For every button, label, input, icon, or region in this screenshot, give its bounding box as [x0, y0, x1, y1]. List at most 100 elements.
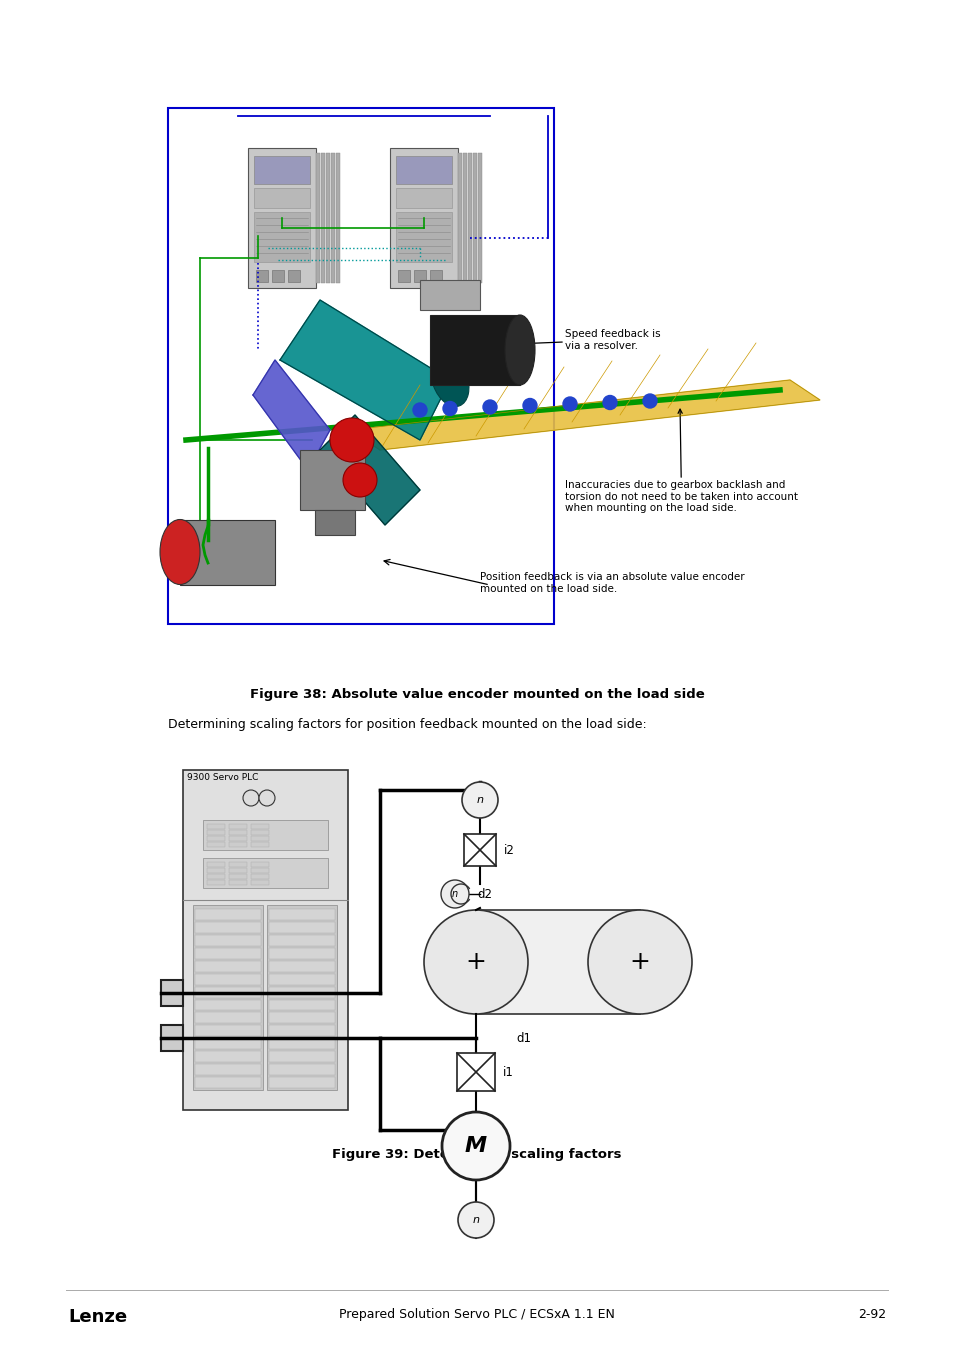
Bar [477, 153, 481, 284]
Circle shape [587, 910, 691, 1014]
Circle shape [602, 396, 617, 409]
Bar [229, 863, 247, 867]
Bar [194, 909, 261, 919]
Text: n: n [472, 1215, 479, 1224]
Bar [456, 1053, 495, 1091]
Bar [229, 880, 247, 886]
Polygon shape [350, 379, 820, 450]
Bar [288, 270, 299, 282]
Bar [251, 842, 269, 846]
Bar [207, 873, 225, 879]
Bar [251, 836, 269, 841]
Bar [269, 1026, 335, 1037]
Bar [194, 934, 261, 946]
Ellipse shape [431, 354, 469, 406]
Bar [193, 904, 263, 1089]
Text: Figure 38: Absolute value encoder mounted on the load side: Figure 38: Absolute value encoder mounte… [250, 688, 703, 701]
Bar [326, 153, 330, 284]
Bar [269, 999, 335, 1010]
Bar [269, 1064, 335, 1075]
Polygon shape [319, 414, 419, 525]
Bar [229, 868, 247, 873]
Bar [251, 873, 269, 879]
Bar [320, 153, 325, 284]
Bar [315, 153, 319, 284]
Bar [267, 904, 336, 1089]
Bar [194, 1038, 261, 1049]
Bar [269, 1077, 335, 1088]
Bar [161, 1025, 183, 1052]
Bar [468, 153, 472, 284]
Bar [331, 153, 335, 284]
Text: i2: i2 [503, 844, 515, 856]
Circle shape [457, 1202, 494, 1238]
Text: +: + [629, 950, 650, 973]
Circle shape [440, 880, 469, 909]
Circle shape [442, 401, 456, 416]
Bar [194, 1077, 261, 1088]
Bar [229, 836, 247, 841]
Bar [207, 868, 225, 873]
Ellipse shape [160, 520, 200, 585]
Bar [207, 830, 225, 836]
Circle shape [522, 398, 537, 413]
Circle shape [413, 404, 427, 417]
Bar [255, 270, 268, 282]
Bar [194, 1064, 261, 1075]
Bar [269, 934, 335, 946]
Bar [229, 873, 247, 879]
Bar [253, 212, 310, 262]
Polygon shape [280, 300, 450, 440]
Bar [269, 961, 335, 972]
Bar [457, 153, 461, 284]
Bar [269, 973, 335, 984]
Bar [251, 863, 269, 867]
Bar [473, 153, 476, 284]
Circle shape [441, 1112, 510, 1180]
Bar [269, 909, 335, 919]
Bar [395, 188, 452, 208]
Circle shape [482, 400, 497, 414]
Bar [183, 769, 348, 1110]
Circle shape [343, 463, 376, 497]
Polygon shape [253, 360, 330, 470]
Bar [207, 824, 225, 829]
Text: n: n [476, 795, 483, 805]
Bar [194, 999, 261, 1010]
Bar [251, 880, 269, 886]
Bar [251, 830, 269, 836]
Text: Prepared Solution Servo PLC / ECSxA 1.1 EN: Prepared Solution Servo PLC / ECSxA 1.1 … [338, 1308, 615, 1322]
Bar [180, 520, 274, 585]
Circle shape [423, 910, 527, 1014]
Bar [397, 270, 410, 282]
Bar [207, 863, 225, 867]
Bar [269, 948, 335, 958]
Text: Figure 39: Determining scaling factors: Figure 39: Determining scaling factors [332, 1148, 621, 1161]
Text: Inaccuracies due to gearbox backlash and
torsion do not need to be taken into ac: Inaccuracies due to gearbox backlash and… [564, 409, 797, 513]
Text: Determining scaling factors for position feedback mounted on the load side:: Determining scaling factors for position… [168, 718, 646, 730]
Bar [269, 1052, 335, 1062]
Ellipse shape [504, 315, 535, 385]
Circle shape [642, 394, 657, 408]
Circle shape [461, 782, 497, 818]
Circle shape [243, 790, 258, 806]
Bar [194, 948, 261, 958]
Bar [194, 922, 261, 933]
Text: Lenze: Lenze [68, 1308, 127, 1326]
Bar [194, 1026, 261, 1037]
Text: Speed feedback is
via a resolver.: Speed feedback is via a resolver. [494, 329, 659, 351]
Bar [430, 315, 519, 385]
Text: i1: i1 [502, 1065, 514, 1079]
Bar [253, 188, 310, 208]
Text: n: n [452, 890, 457, 899]
Circle shape [330, 418, 374, 462]
Text: d1: d1 [516, 1031, 531, 1045]
Bar [269, 922, 335, 933]
Text: Position feedback is via an absolute value encoder
mounted on the load side.: Position feedback is via an absolute val… [479, 572, 744, 594]
Bar [395, 157, 452, 184]
Bar [462, 153, 467, 284]
Bar [269, 1012, 335, 1023]
Text: 9300 Servo PLC: 9300 Servo PLC [187, 774, 258, 782]
Bar [207, 880, 225, 886]
Bar [248, 148, 315, 288]
